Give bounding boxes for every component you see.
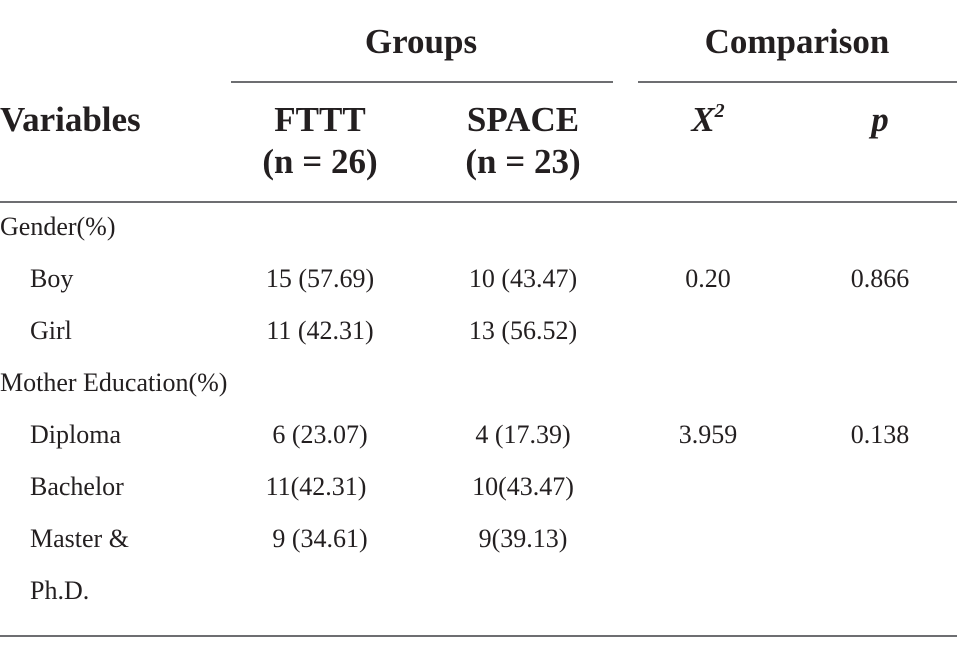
variables-header: Variables [0, 100, 141, 139]
cell-girl-space: 13 (56.52) [468, 316, 578, 345]
cell-girl-fttt: 11 (42.31) [266, 316, 374, 345]
space-n-header: (n = 23) [465, 142, 581, 181]
row-label-boy: Boy [30, 264, 74, 293]
row-label-master: Master & [30, 524, 129, 553]
row-label-girl: Girl [30, 316, 72, 345]
cell-education-p: 0.138 [850, 420, 910, 449]
chi-square-header: X2 [691, 100, 725, 139]
cell-master-space: 9(39.13) [478, 524, 568, 553]
groups-header: Groups [364, 22, 478, 61]
row-label-diploma: Diploma [30, 420, 121, 449]
p-value-header: p [871, 100, 889, 139]
cell-master-fttt: 9 (34.61) [272, 524, 368, 553]
fttt-n-header: (n = 26) [262, 142, 378, 181]
row-label-gender: Gender(%) [0, 212, 116, 241]
chi-square-symbol: X [691, 100, 715, 139]
groups-spanner-rule [231, 81, 613, 83]
cell-gender-p: 0.866 [850, 264, 910, 293]
row-label-mother-education: Mother Education(%) [0, 368, 228, 397]
header-bottom-rule [0, 201, 957, 203]
comparison-spanner-rule [638, 81, 957, 83]
cell-bachelor-space: 10(43.47) [472, 472, 574, 501]
cell-diploma-fttt: 6 (23.07) [272, 420, 368, 449]
row-label-bachelor: Bachelor [30, 472, 124, 501]
cell-diploma-space: 4 (17.39) [475, 420, 571, 449]
fttt-header: FTTT [274, 100, 366, 139]
space-header: SPACE [466, 100, 580, 139]
cell-education-x2: 3.959 [678, 420, 738, 449]
cell-boy-space: 10 (43.47) [468, 264, 578, 293]
comparison-header: Comparison [704, 22, 890, 61]
cell-bachelor-fttt: 11(42.31) [265, 472, 367, 501]
row-label-phd: Ph.D. [30, 576, 90, 605]
table-bottom-rule [0, 635, 957, 637]
cell-boy-fttt: 15 (57.69) [265, 264, 375, 293]
chi-square-superscript: 2 [714, 100, 725, 122]
cell-gender-x2: 0.20 [685, 264, 731, 293]
